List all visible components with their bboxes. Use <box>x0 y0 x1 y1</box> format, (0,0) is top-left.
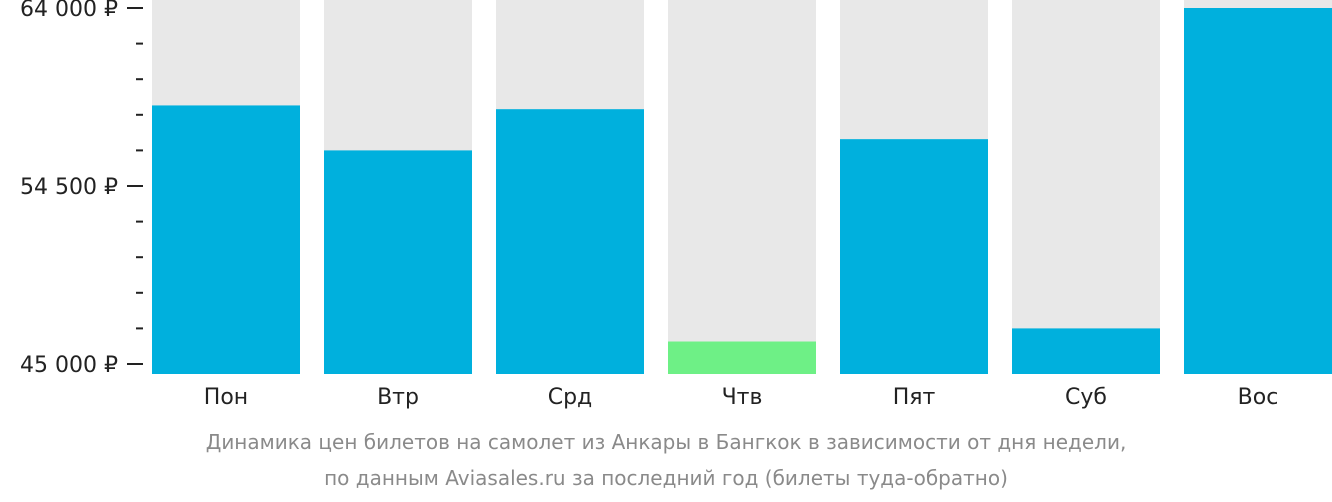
x-tick-label: Пят <box>893 385 936 410</box>
bar-4 <box>668 341 816 374</box>
bar-1 <box>152 105 300 374</box>
x-tick-label: Суб <box>1065 385 1107 410</box>
y-tick-label: 45 000 ₽ <box>20 353 118 378</box>
y-tick-label: 54 500 ₽ <box>20 175 118 200</box>
bar-background <box>668 0 816 374</box>
chart-caption-line-1: Динамика цен билетов на самолет из Анкар… <box>205 430 1127 454</box>
bars <box>152 0 1332 374</box>
x-axis-labels: Пон Втр Срд Чтв Пят Суб Вос <box>204 385 1279 410</box>
y-axis: 64 000 ₽ 54 500 ₽ 45 000 ₽ <box>20 0 143 378</box>
x-tick-label: Пон <box>204 385 248 410</box>
bar-6 <box>1012 328 1160 374</box>
bar-3 <box>496 109 644 374</box>
x-tick-label: Чтв <box>722 385 763 410</box>
bar-2 <box>324 150 472 374</box>
x-tick-label: Срд <box>548 385 593 410</box>
bar-7 <box>1184 8 1332 374</box>
x-tick-label: Вос <box>1238 385 1279 410</box>
bar-5 <box>840 139 988 374</box>
bar-background <box>1012 0 1160 374</box>
chart-caption-line-2: по данным Aviasales.ru за последний год … <box>324 466 1008 490</box>
x-tick-label: Втр <box>377 385 419 410</box>
y-tick-label: 64 000 ₽ <box>20 0 118 22</box>
